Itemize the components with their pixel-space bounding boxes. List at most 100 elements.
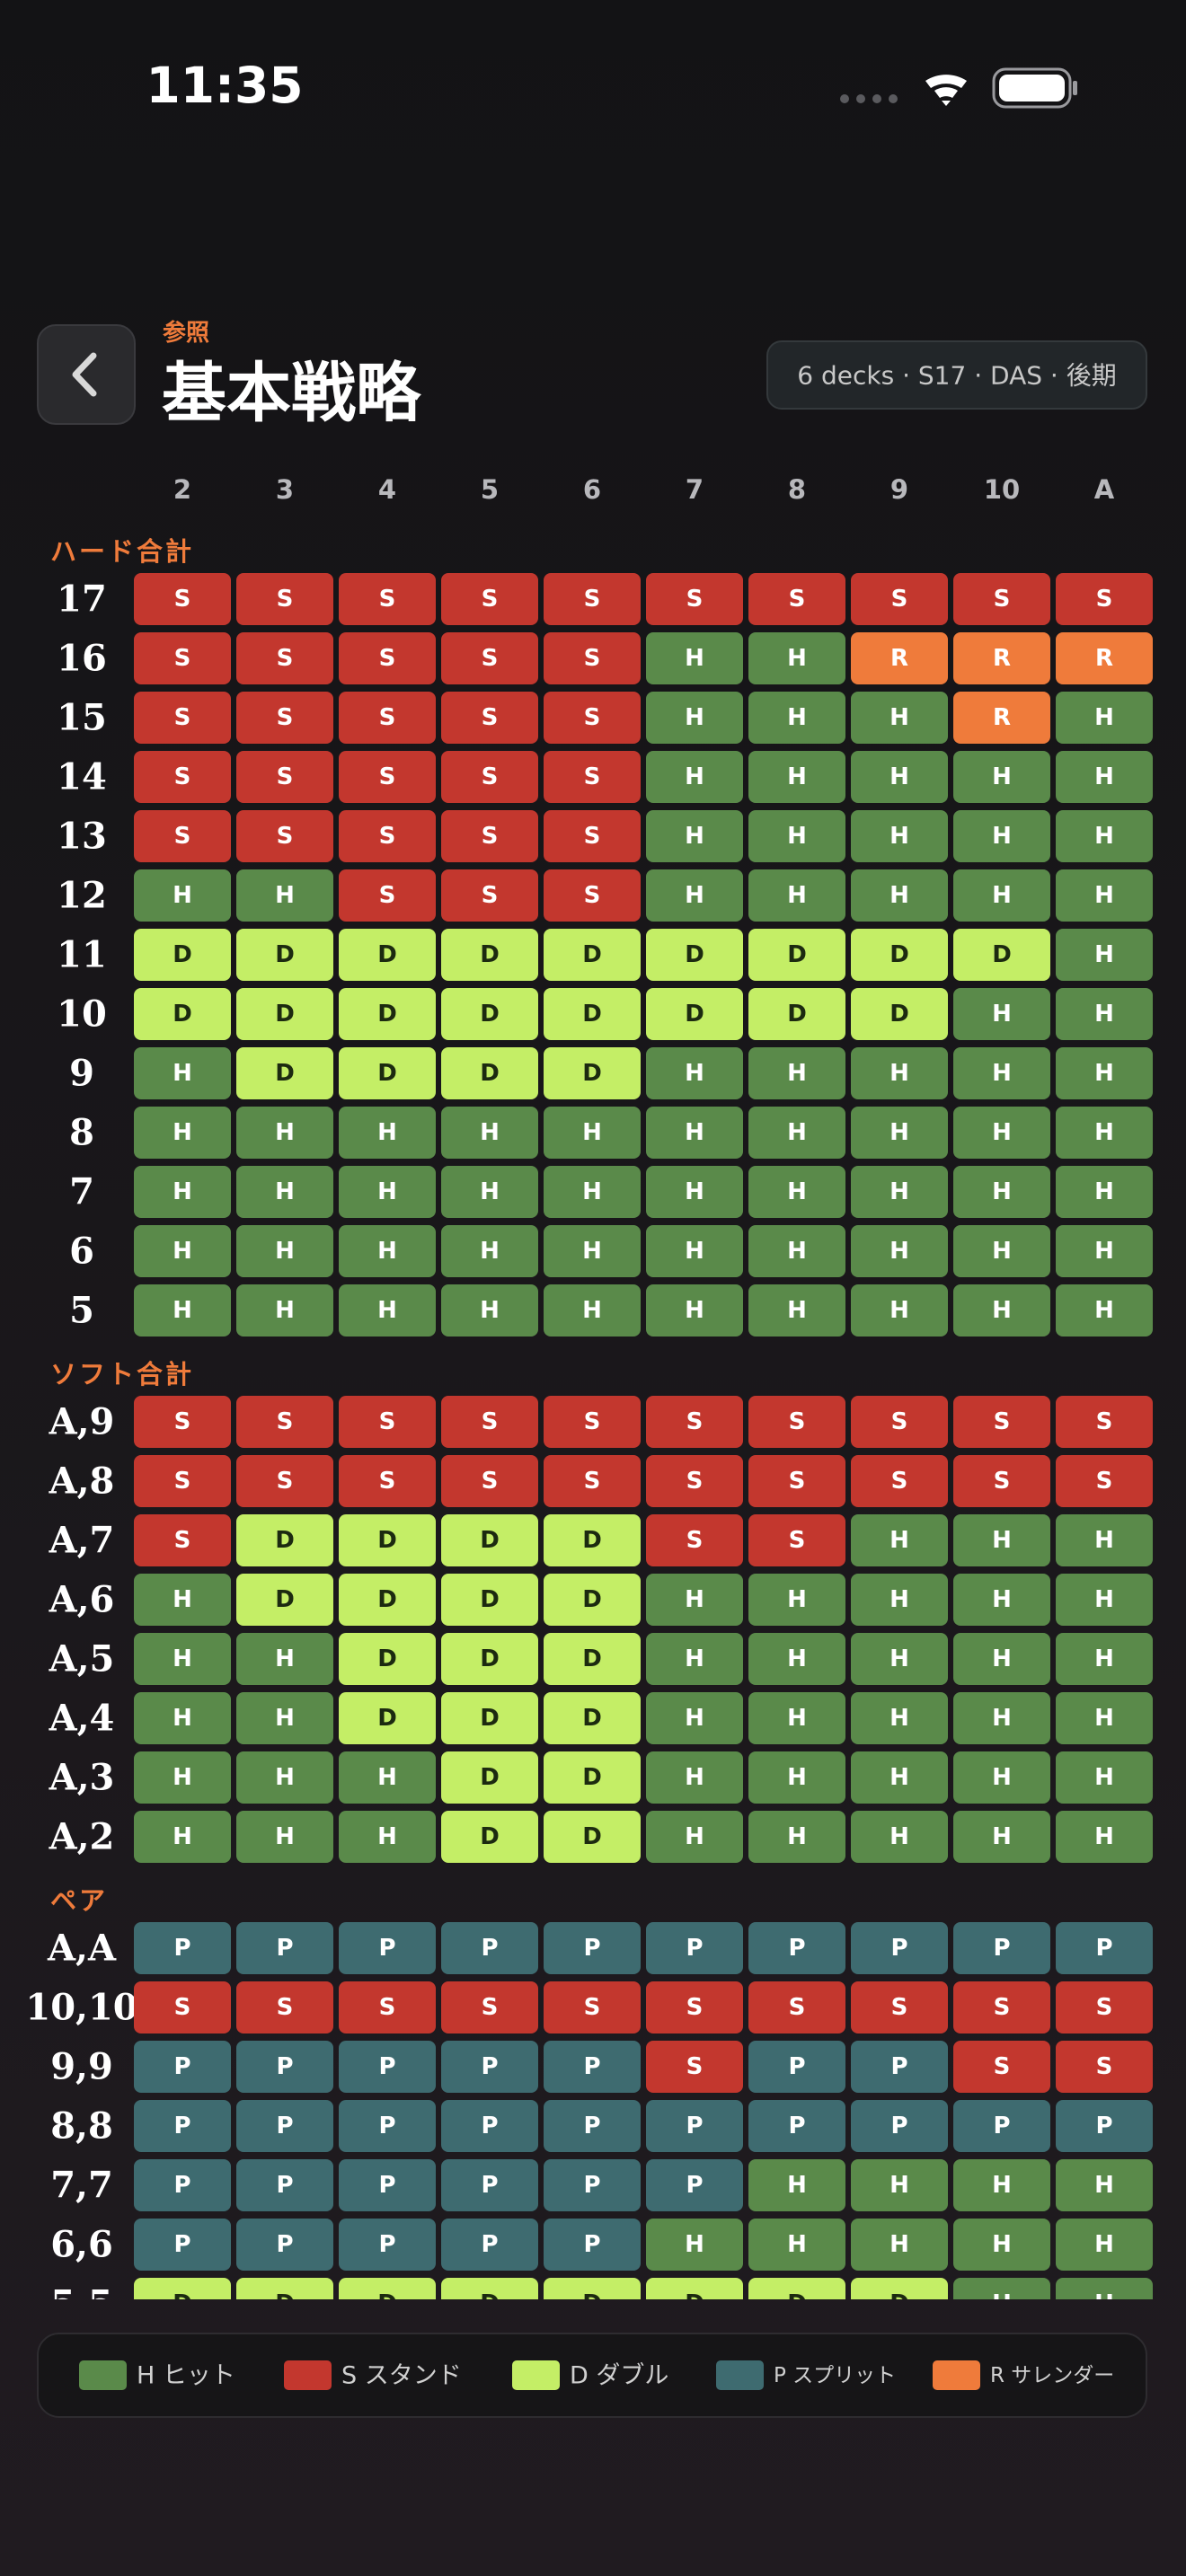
strategy-cell-text: S xyxy=(891,1468,908,1495)
row-label: A,2 xyxy=(49,1816,115,1858)
strategy-cell xyxy=(1056,632,1153,684)
strategy-cell xyxy=(134,573,231,625)
strategy-cell xyxy=(544,692,641,744)
strategy-cell xyxy=(748,1455,845,1507)
strategy-cell xyxy=(236,1166,333,1218)
strategy-cell xyxy=(646,2100,743,2152)
back-button[interactable] xyxy=(37,324,136,425)
strategy-cell-text: S xyxy=(482,704,499,731)
strategy-cell-text: D xyxy=(582,1586,602,1613)
strategy-cell xyxy=(236,2041,333,2093)
column-header: 7 xyxy=(686,474,704,505)
strategy-cell xyxy=(953,1047,1050,1099)
strategy-cell-text: H xyxy=(787,1238,807,1265)
legend-swatch xyxy=(716,2360,764,2390)
legend-label: S スタンド xyxy=(341,2362,462,2390)
strategy-cell-text: D xyxy=(480,1705,500,1732)
strategy-cell-text: H xyxy=(890,1178,909,1205)
strategy-cell-text: P xyxy=(481,2231,498,2258)
strategy-cell xyxy=(134,1751,231,1804)
strategy-cell xyxy=(851,1225,948,1277)
strategy-cell-text: D xyxy=(582,1527,602,1554)
strategy-cell-text: H xyxy=(480,1238,500,1265)
strategy-cell-text: S xyxy=(584,1994,601,2021)
strategy-cell-text: D xyxy=(275,1001,295,1028)
strategy-cell-text: H xyxy=(890,1119,909,1146)
strategy-cell xyxy=(953,988,1050,1040)
strategy-cell xyxy=(646,1166,743,1218)
strategy-cell-text: H xyxy=(173,1060,192,1087)
strategy-cell xyxy=(851,2219,948,2271)
strategy-cell-text: H xyxy=(992,1764,1012,1791)
strategy-cell-text: P xyxy=(890,2053,907,2080)
strategy-cell-text: H xyxy=(377,1178,397,1205)
strategy-cell xyxy=(851,692,948,744)
strategy-cell-text: P xyxy=(378,2231,395,2258)
strategy-cell-text: D xyxy=(480,1527,500,1554)
strategy-cell xyxy=(1056,1922,1153,1974)
strategy-cell-text: S xyxy=(174,1408,191,1435)
strategy-cell-text: H xyxy=(685,1238,704,1265)
strategy-cell-text: H xyxy=(1094,704,1114,731)
strategy-cell xyxy=(544,1922,641,1974)
strategy-cell-text: S xyxy=(686,586,704,613)
strategy-cell-text: S xyxy=(994,1994,1011,2021)
strategy-cell xyxy=(748,1107,845,1159)
strategy-cell-text: H xyxy=(890,1060,909,1087)
strategy-cell-text: S xyxy=(379,704,396,731)
strategy-cell xyxy=(544,869,641,922)
strategy-cell-text: H xyxy=(787,2231,807,2258)
strategy-cell-text: H xyxy=(787,1297,807,1324)
strategy-cell-text: S xyxy=(379,586,396,613)
strategy-cell-text: H xyxy=(582,1178,602,1205)
strategy-cell xyxy=(851,1692,948,1744)
strategy-cell-text: D xyxy=(173,941,192,968)
strategy-cell xyxy=(953,1811,1050,1863)
strategy-cell xyxy=(339,1166,436,1218)
strategy-cell-text: S xyxy=(891,1408,908,1435)
strategy-cell-text: S xyxy=(277,1468,294,1495)
strategy-cell xyxy=(748,1047,845,1099)
strategy-cell xyxy=(441,2159,538,2211)
strategy-cell-text: P xyxy=(276,1935,293,1962)
strategy-cell-text: H xyxy=(377,1764,397,1791)
strategy-cell-text: H xyxy=(890,1586,909,1613)
strategy-cell xyxy=(1056,2159,1153,2211)
strategy-cell-text: H xyxy=(787,645,807,672)
strategy-cell-text: S xyxy=(174,1527,191,1554)
strategy-cell xyxy=(953,1284,1050,1337)
strategy-cell xyxy=(953,1981,1050,2033)
strategy-cell-text: S xyxy=(277,1994,294,2021)
strategy-cell xyxy=(1056,692,1153,744)
strategy-cell xyxy=(748,1981,845,2033)
strategy-cell-text: H xyxy=(1094,763,1114,790)
strategy-cell xyxy=(953,1692,1050,1744)
legend-swatch xyxy=(79,2360,127,2390)
strategy-cell-text: D xyxy=(480,1645,500,1672)
strategy-cell-text: H xyxy=(787,1823,807,1850)
column-header: 10 xyxy=(984,474,1020,505)
strategy-cell xyxy=(236,810,333,862)
strategy-cell xyxy=(748,751,845,803)
strategy-cell-text: S xyxy=(789,586,806,613)
strategy-cell-text: S xyxy=(584,1468,601,1495)
strategy-cell xyxy=(236,1751,333,1804)
strategy-cell xyxy=(646,2219,743,2271)
strategy-cell-text: S xyxy=(174,645,191,672)
strategy-cell xyxy=(134,1107,231,1159)
row-label: 5,5 xyxy=(50,2283,113,2325)
section-label: ソフト合計 xyxy=(50,1359,194,1389)
strategy-cell xyxy=(1056,929,1153,981)
strategy-cell-text: H xyxy=(1094,1178,1114,1205)
strategy-cell xyxy=(339,1514,436,1566)
strategy-cell-text: D xyxy=(685,941,704,968)
strategy-cell-text: S xyxy=(174,1468,191,1495)
strategy-cell-text: P xyxy=(378,2053,395,2080)
strategy-cell xyxy=(134,988,231,1040)
strategy-cell xyxy=(646,2278,743,2299)
strategy-cell xyxy=(953,810,1050,862)
strategy-cell-text: P xyxy=(686,1935,703,1962)
row-label: 9 xyxy=(69,1053,94,1095)
strategy-cell xyxy=(134,692,231,744)
strategy-cell xyxy=(646,1225,743,1277)
